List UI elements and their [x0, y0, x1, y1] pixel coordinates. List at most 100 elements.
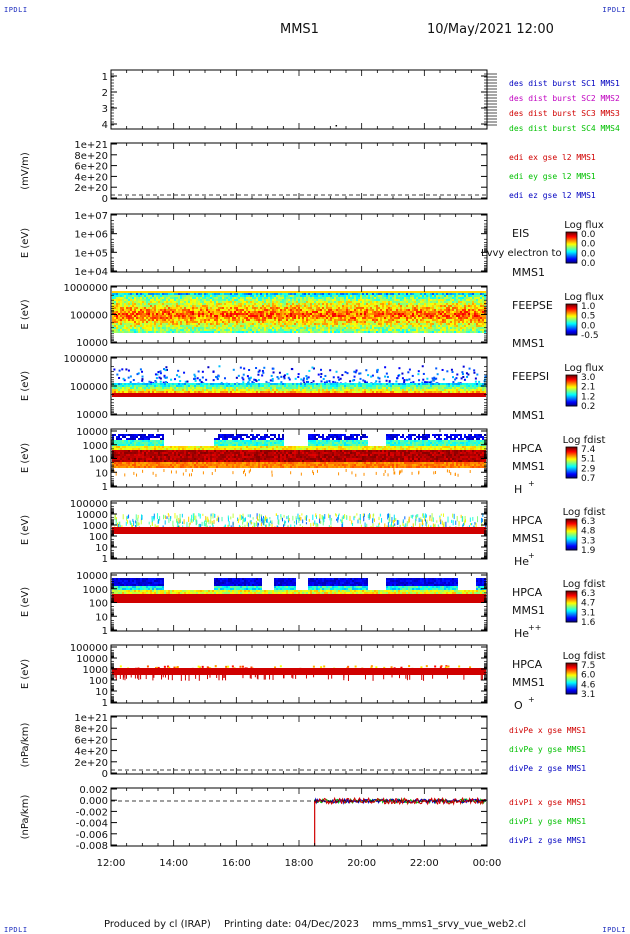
- heatmap-cell: [430, 323, 432, 325]
- heatmap-cell: [456, 305, 458, 307]
- heatmap-cell: [404, 307, 406, 309]
- heatmap-cell: [380, 297, 382, 299]
- heatmap-cell: [325, 381, 328, 384]
- heatmap-cell: [168, 317, 170, 319]
- heatmap-cell: [254, 327, 256, 329]
- heatmap-cell: [204, 307, 206, 309]
- heatmap-cell: [412, 303, 414, 305]
- heatmap-cell: [300, 315, 302, 317]
- heatmap-cell: [474, 325, 476, 327]
- heatmap-cell: [455, 377, 458, 380]
- heatmap-cell: [300, 325, 302, 327]
- heatmap-cell: [166, 299, 168, 301]
- heatmap-cell: [344, 299, 346, 301]
- heatmap-cell: [382, 295, 384, 297]
- heatmap-cell: [228, 301, 230, 303]
- mission-title: MMS1: [280, 22, 319, 37]
- heatmap-cell: [292, 307, 294, 309]
- heatmap-cell: [152, 317, 154, 319]
- heatmap-cell: [484, 293, 486, 295]
- heatmap-cell: [344, 327, 346, 329]
- heatmap-cell: [230, 303, 232, 305]
- heatmap-cell: [126, 305, 128, 307]
- heatmap-cell: [236, 329, 238, 331]
- heatmap-cell: [188, 311, 190, 313]
- heatmap-cell: [158, 325, 160, 327]
- heatmap-cell: [312, 327, 314, 329]
- data-point: [335, 125, 338, 127]
- heatmap-cell: [274, 331, 276, 333]
- heatmap-cell: [270, 307, 272, 309]
- heatmap-cell: [432, 293, 434, 295]
- heatmap-cell: [412, 327, 414, 329]
- colorbar-cell: [566, 330, 577, 332]
- heatmap-cell: [438, 317, 440, 319]
- heatmap-cell: [394, 329, 396, 331]
- heatmap-cell: [206, 301, 208, 303]
- heatmap-cell: [210, 303, 212, 305]
- heatmap-cell: [344, 305, 346, 307]
- heatmap-cell: [332, 327, 334, 329]
- heatmap-cell: [156, 385, 158, 387]
- heatmap-cell: [154, 309, 156, 311]
- heatmap-cell: [344, 303, 346, 305]
- heatmap-cell: [470, 313, 472, 315]
- heatmap-cell: [358, 325, 360, 327]
- heatmap-cell: [190, 311, 192, 313]
- heatmap-cell: [160, 323, 162, 325]
- heatmap-cell: [237, 374, 240, 377]
- heatmap-cell: [326, 329, 328, 331]
- heatmap-cell: [416, 301, 418, 303]
- heatmap-cell: [230, 331, 232, 333]
- heatmap-cell: [396, 317, 398, 319]
- heatmap-cell: [118, 305, 120, 307]
- heatmap-cell: [222, 297, 224, 299]
- heatmap-cell: [276, 376, 279, 379]
- colorbar-cell: [566, 326, 577, 328]
- heatmap-cell: [112, 319, 114, 321]
- heatmap-cell: [466, 299, 468, 301]
- heatmap-cell: [248, 315, 250, 317]
- heatmap-cell: [206, 307, 208, 309]
- heatmap-cell: [142, 315, 144, 317]
- heatmap-cell: [386, 303, 388, 305]
- heatmap-cell: [430, 309, 432, 311]
- heatmap-cell: [454, 309, 456, 311]
- heatmap-cell: [482, 327, 484, 329]
- heatmap-cell: [180, 301, 182, 303]
- heatmap-cell: [174, 387, 176, 389]
- heatmap-cell: [376, 299, 378, 301]
- heatmap-cell: [118, 391, 120, 393]
- heatmap-cell: [432, 315, 434, 317]
- heatmap-cell: [180, 321, 182, 323]
- heatmap-cell: [166, 321, 168, 323]
- heatmap-cell: [114, 325, 116, 327]
- heatmap-cell: [220, 331, 222, 333]
- heatmap-cell: [316, 301, 318, 303]
- heatmap-cell: [122, 387, 124, 389]
- heatmap-cell: [180, 327, 182, 329]
- heatmap-cell: [288, 321, 290, 323]
- heatmap-cell: [264, 315, 266, 317]
- heatmap-cell: [136, 307, 138, 309]
- heatmap-cell: [212, 317, 214, 319]
- heatmap-cell: [158, 301, 160, 303]
- heatmap-cell: [372, 297, 374, 299]
- heatmap-cell: [474, 315, 476, 317]
- heatmap-cell: [422, 321, 424, 323]
- heatmap-cell: [332, 317, 334, 319]
- heatmap-cell: [396, 321, 398, 323]
- heatmap-cell: [188, 327, 190, 329]
- heatmap-cell: [220, 311, 222, 313]
- heatmap-cell: [454, 378, 457, 381]
- heatmap-cell: [154, 303, 156, 305]
- heatmap-cell: [364, 329, 366, 331]
- colorbar-cell: [566, 244, 577, 246]
- heatmap-cell: [214, 329, 216, 331]
- heatmap-cell: [186, 307, 188, 309]
- heatmap-cell: [128, 385, 130, 387]
- heatmap-cell: [166, 315, 168, 317]
- heatmap-cell: [246, 315, 248, 317]
- heatmap-cell: [158, 387, 160, 389]
- heatmap-cell: [284, 315, 286, 317]
